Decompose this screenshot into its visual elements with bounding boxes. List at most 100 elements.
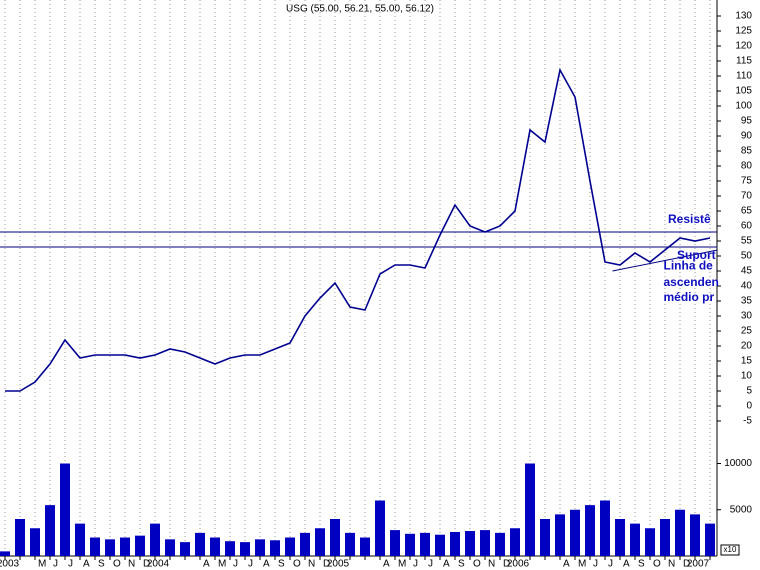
volume-bar [690, 514, 700, 556]
volume-tick-label: 5000 [730, 504, 753, 515]
volume-bar [120, 537, 130, 556]
y-tick-label: 125 [735, 26, 752, 37]
y-tick-label: 65 [741, 206, 753, 217]
y-tick-label: 90 [741, 131, 753, 142]
volume-bar [165, 539, 175, 556]
volume-bar [615, 519, 625, 556]
trendline [612, 249, 718, 272]
volume-bar [45, 505, 55, 556]
x-tick-label: S [278, 559, 285, 570]
volume-bar [285, 537, 295, 556]
volume-bar [705, 523, 715, 556]
y-tick-label: 5 [746, 386, 752, 397]
x-tick-label: J [428, 559, 433, 570]
volume-bar [135, 535, 145, 556]
x-tick-label: M [398, 559, 406, 570]
volume-bar [660, 519, 670, 556]
x-tick-label: M [38, 559, 46, 570]
x-tick-label: M [578, 559, 586, 570]
x-tick-label: N [668, 559, 675, 570]
volume-bar [405, 533, 415, 556]
volume-bar [225, 541, 235, 556]
x-tick-label: S [638, 559, 645, 570]
x-tick-label: J [68, 559, 73, 570]
volume-bar [450, 531, 460, 556]
x-tick-label: M [218, 559, 226, 570]
x-tick-label: O [473, 559, 481, 570]
x-tick-label: D [323, 559, 330, 570]
y-tick-label: 115 [736, 56, 752, 67]
volume-bar [150, 523, 160, 556]
x-tick-label: D [683, 559, 690, 570]
volume-bar [30, 528, 40, 556]
y-tick-label: 30 [741, 311, 753, 322]
x-tick-label: 2007 [687, 559, 710, 570]
volume-bar [270, 540, 280, 556]
x-tick-label: D [503, 559, 510, 570]
volume-bar [600, 500, 610, 556]
x-tick-label: A [263, 559, 270, 570]
x-tick-label: A [203, 559, 210, 570]
volume-bar [390, 530, 400, 556]
volume-bar [255, 539, 265, 556]
x-tick-label: J [53, 559, 58, 570]
x-tick-label: N [488, 559, 495, 570]
x-tick-label: J [608, 559, 613, 570]
y-tick-label: 120 [735, 41, 752, 52]
x-tick-label: J [413, 559, 418, 570]
x-tick-label: O [113, 559, 121, 570]
volume-bar [495, 532, 505, 556]
volume-bar [180, 542, 190, 556]
y-tick-label: 25 [741, 326, 753, 337]
x-tick-label: N [128, 559, 135, 570]
volume-bar [330, 519, 340, 556]
y-tick-label: 80 [741, 161, 753, 172]
volume-bar [300, 532, 310, 556]
volume-bar [345, 532, 355, 556]
x-tick-label: 2006 [507, 559, 530, 570]
x-tick-label: A [563, 559, 570, 570]
volume-bar [15, 519, 25, 556]
volume-bar [90, 537, 100, 556]
annotation: ascenden [664, 275, 719, 289]
x-tick-label: S [98, 559, 105, 570]
volume-bar [585, 505, 595, 556]
volume-bar [510, 528, 520, 556]
volume-bar [360, 537, 370, 556]
chart-title: USG (55.00, 56.21, 55.00, 56.12) [286, 4, 434, 15]
y-tick-label: 60 [741, 221, 753, 232]
volume-bar [195, 532, 205, 556]
y-tick-label: 55 [741, 236, 753, 247]
y-tick-label: 110 [736, 71, 752, 82]
x-tick-label: N [308, 559, 315, 570]
y-tick-label: 85 [741, 146, 753, 157]
y-tick-label: 20 [741, 341, 753, 352]
volume-bar [105, 539, 115, 556]
x-tick-label: J [233, 559, 238, 570]
x-tick-label: O [293, 559, 301, 570]
x-tick-label: S [458, 559, 465, 570]
x-tick-label: J [248, 559, 253, 570]
y-tick-label: -5 [743, 416, 752, 427]
volume-unit-box [720, 544, 740, 556]
volume-bar [540, 519, 550, 556]
y-tick-label: 10 [741, 371, 753, 382]
volume-bar [555, 514, 565, 556]
y-tick-label: 0 [746, 401, 752, 412]
volume-unit: x10 [724, 545, 737, 554]
volume-bar [60, 463, 70, 556]
annotation: Linha de [664, 259, 714, 273]
y-tick-label: 15 [741, 356, 753, 367]
y-tick-label: 50 [741, 251, 753, 262]
volume-bar [0, 551, 10, 556]
x-tick-label: O [653, 559, 661, 570]
x-tick-label: A [383, 559, 390, 570]
y-tick-label: 35 [741, 296, 753, 307]
x-tick-label: 2003 [0, 559, 20, 570]
volume-bar [75, 523, 85, 556]
volume-bar [480, 530, 490, 556]
x-tick-label: 2004 [147, 559, 170, 570]
y-tick-label: 45 [741, 266, 753, 277]
volume-bar [465, 531, 475, 556]
annotation: Suport [677, 248, 716, 262]
